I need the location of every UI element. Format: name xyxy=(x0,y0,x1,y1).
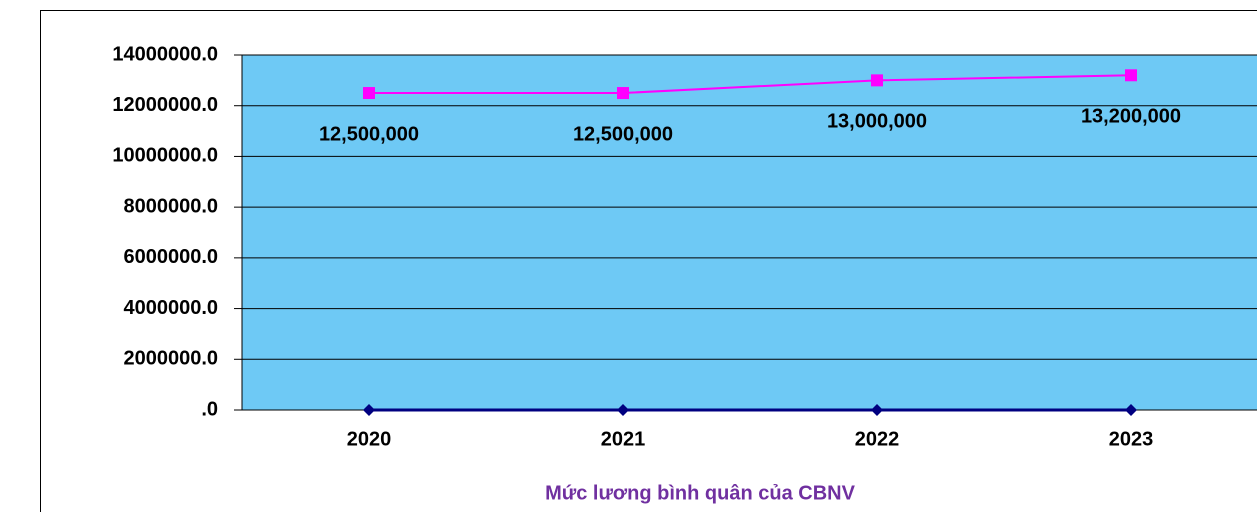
y-tick-label: 6000000.0 xyxy=(123,246,218,268)
y-tick-label: 8000000.0 xyxy=(123,195,218,217)
x-tick-label: 2022 xyxy=(855,428,900,450)
series-line xyxy=(369,74,1132,95)
y-tick-label: 14000000.0 xyxy=(112,43,218,65)
data-label: 12,500,000 xyxy=(573,123,673,145)
marker xyxy=(1125,69,1137,82)
x-tick-label: 2021 xyxy=(601,428,646,450)
data-label: 13,000,000 xyxy=(827,111,927,133)
x-tick-label: 2020 xyxy=(347,428,392,450)
y-tick-label: 12000000.0 xyxy=(112,94,218,116)
y-tick-label: 10000000.0 xyxy=(112,145,218,167)
marker xyxy=(1125,404,1137,416)
plot-area xyxy=(242,55,1257,410)
marker xyxy=(617,404,629,416)
y-tick-label: 4000000.0 xyxy=(123,297,218,319)
data-label: 13,200,000 xyxy=(1081,106,1181,128)
data-label: 12,500,000 xyxy=(319,123,419,145)
marker xyxy=(871,74,883,87)
y-tick-label: .0 xyxy=(201,398,218,420)
marker xyxy=(363,87,375,100)
y-tick-label: 2000000.0 xyxy=(123,348,218,370)
marker xyxy=(871,404,883,416)
marker xyxy=(363,404,375,416)
marker xyxy=(617,87,629,100)
x-tick-label: 2023 xyxy=(1109,428,1154,450)
x-axis-label: Mức lương bình quân của CBNV xyxy=(545,482,856,504)
